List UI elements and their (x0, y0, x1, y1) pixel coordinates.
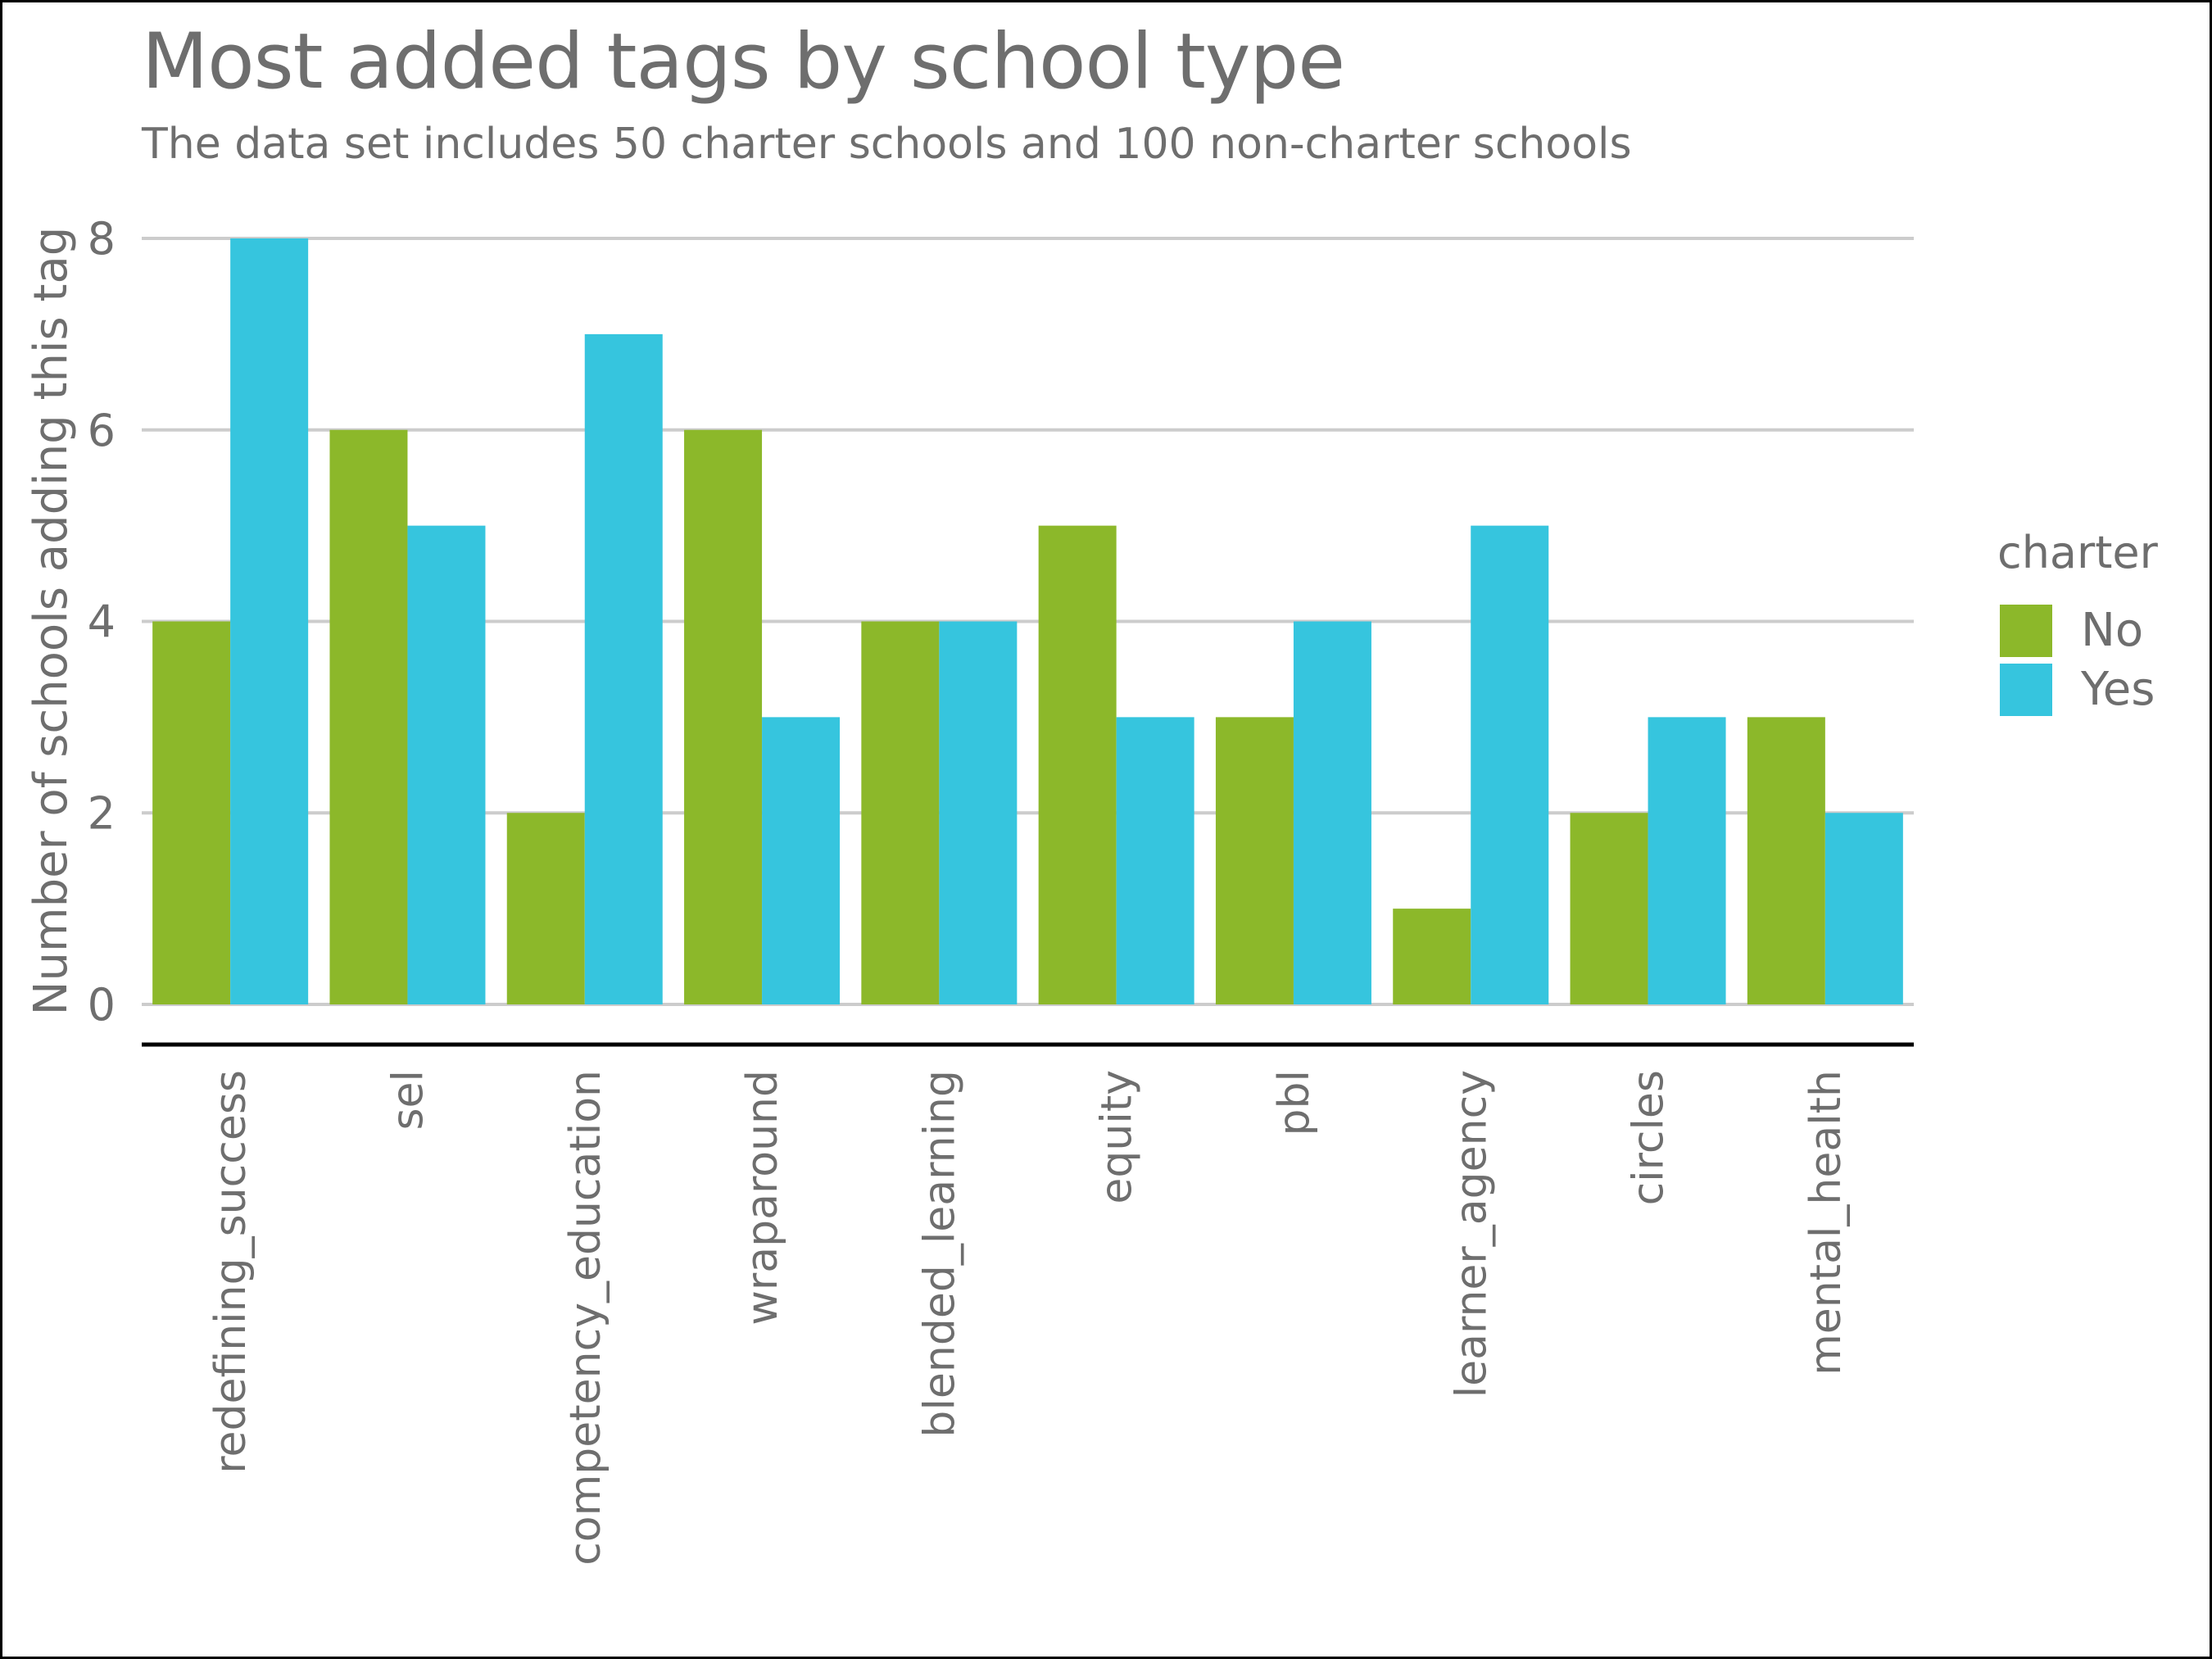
x-tick-label: circles (1625, 1070, 1674, 1205)
y-tick-label: 6 (88, 405, 116, 456)
legend-swatch-no (2000, 605, 2052, 657)
x-tick-label: sel (383, 1070, 433, 1131)
x-tick-label: mental_health (1802, 1070, 1851, 1376)
y-tick-label: 8 (88, 213, 116, 265)
bar-yes-learner_agency (1471, 526, 1548, 1004)
x-tick-label: blended_learning (915, 1070, 964, 1438)
bar-yes-circles (1648, 717, 1726, 1004)
bar-no-circles (1571, 813, 1648, 1004)
bar-no-equity (1039, 526, 1117, 1004)
bar-yes-equity (1117, 717, 1194, 1004)
y-tick-label: 0 (88, 979, 116, 1031)
bar-no-competency_education (507, 813, 585, 1004)
bar-no-redefining_success (152, 622, 230, 1005)
bar-yes-pbl (1294, 622, 1371, 1005)
bar-yes-redefining_success (230, 238, 308, 1004)
y-tick-label: 2 (88, 787, 116, 839)
bar-no-mental_health (1747, 717, 1825, 1004)
bar-no-blended_learning (861, 622, 939, 1005)
bar-no-pbl (1216, 717, 1294, 1004)
bar-no-wraparound (684, 430, 762, 1004)
legend-title: charter (1997, 527, 2159, 578)
x-tick-label: learner_agency (1447, 1070, 1496, 1398)
bar-no-learner_agency (1393, 909, 1471, 1004)
legend-label-no: No (2081, 604, 2143, 657)
x-tick-label: redefining_success (206, 1070, 256, 1474)
legend-swatch-yes (2000, 664, 2052, 716)
y-axis-title: Number of schools adding this tag (25, 227, 78, 1016)
bar-no-sel (329, 430, 407, 1004)
x-tick-label: wraparound (738, 1070, 787, 1326)
x-tick-label: competency_education (561, 1070, 610, 1566)
bar-yes-competency_education (585, 334, 663, 1004)
bar-yes-sel (407, 526, 485, 1004)
bar-yes-mental_health (1825, 813, 1903, 1004)
x-tick-label: equity (1093, 1070, 1142, 1204)
x-tick-label: pbl (1270, 1070, 1319, 1135)
y-tick-label: 4 (88, 596, 116, 648)
legend-label-yes: Yes (2080, 663, 2155, 716)
bar-yes-wraparound (762, 717, 840, 1004)
bar-yes-blended_learning (939, 622, 1017, 1005)
